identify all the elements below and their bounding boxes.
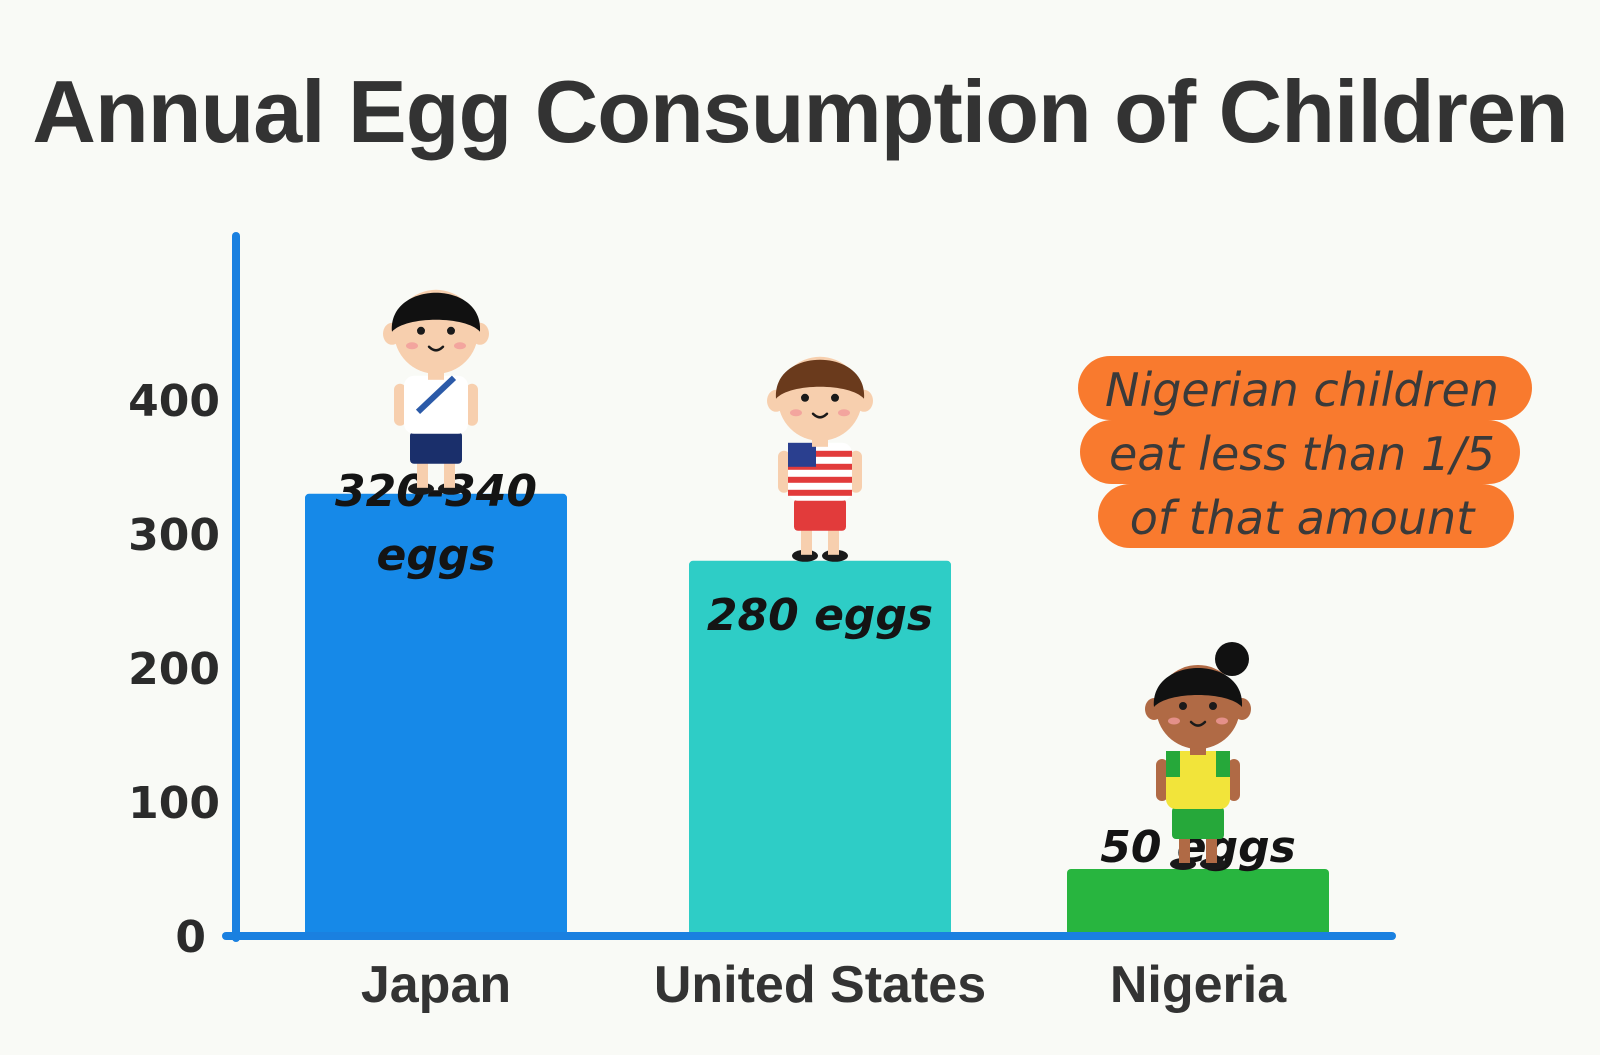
cheek: [1168, 717, 1180, 725]
y-tick-label: 100: [128, 778, 220, 829]
leg: [444, 461, 455, 488]
leg: [417, 461, 428, 488]
eye: [1179, 702, 1187, 710]
y-tick-label: 200: [128, 644, 220, 695]
child-figure-us-icon: [767, 356, 873, 562]
shirt-canton: [788, 442, 816, 467]
arm: [1228, 759, 1240, 801]
sleeve: [1166, 751, 1180, 777]
annotation-text: eat less than 1/5: [1109, 427, 1495, 481]
mouth: [427, 345, 445, 352]
data-label: eggs: [376, 530, 495, 581]
shirt: [1166, 751, 1230, 809]
sleeve: [1216, 751, 1230, 777]
shorts: [1172, 807, 1224, 839]
y-tick-label: 400: [128, 376, 220, 427]
hair: [775, 359, 865, 399]
eye: [447, 326, 455, 335]
arm: [1156, 759, 1168, 801]
eye: [1209, 702, 1217, 710]
x-tick-label: United States: [654, 956, 986, 1014]
shirt: [404, 375, 468, 434]
chart-title: Annual Egg Consumption of Children: [32, 62, 1567, 161]
bar-japan: [305, 493, 567, 936]
shorts: [794, 498, 846, 531]
cheek: [790, 409, 802, 417]
mouth: [1189, 720, 1207, 727]
mouth: [811, 412, 829, 419]
y-tick-label: 300: [128, 510, 220, 561]
cheek: [838, 409, 850, 417]
annotation-background: [1078, 356, 1532, 420]
leg: [1179, 837, 1190, 863]
shirt-stripe: [788, 476, 852, 483]
arm: [778, 450, 790, 493]
leg: [801, 528, 812, 555]
child-figure-japan-icon: [383, 289, 489, 495]
bar-nigeria: [1067, 869, 1329, 936]
arm: [850, 450, 862, 493]
annotation-background: [1098, 484, 1514, 548]
bar-united-states: [689, 560, 951, 936]
x-tick-label: Nigeria: [1110, 956, 1287, 1014]
x-tick-label: Japan: [361, 956, 511, 1014]
cheek: [454, 342, 466, 350]
leg: [1206, 837, 1217, 863]
hair-bun: [1215, 642, 1249, 676]
hair: [1153, 668, 1243, 707]
eye: [801, 393, 809, 402]
eye: [831, 393, 839, 402]
plot-area: 0 100 200 300 400 Japan United States Nigeria 32…: [128, 232, 1532, 1014]
data-label: 280 eggs: [707, 590, 933, 641]
shirt-stripe: [788, 489, 852, 496]
annotation-callout: Nigerian children eat less than 1/5 of tha…: [1078, 356, 1532, 548]
leg: [828, 528, 839, 555]
hair: [391, 292, 481, 332]
arm: [466, 383, 478, 426]
shirt-stripe: [788, 450, 852, 457]
annotation-text: Nigerian children: [1105, 363, 1499, 417]
annotation-background: [1080, 420, 1520, 484]
data-label: 320-340: [335, 466, 537, 517]
child-figure-nigeria-icon: [1145, 642, 1251, 870]
annotation-text: of that amount: [1130, 491, 1476, 545]
cheek: [1216, 717, 1228, 725]
shirt-stripe: [788, 463, 852, 470]
eye: [417, 326, 425, 335]
shorts: [410, 431, 462, 464]
cheek: [406, 342, 418, 350]
y-tick-label: 0: [175, 912, 206, 963]
sash: [415, 375, 457, 414]
arm: [394, 383, 406, 426]
